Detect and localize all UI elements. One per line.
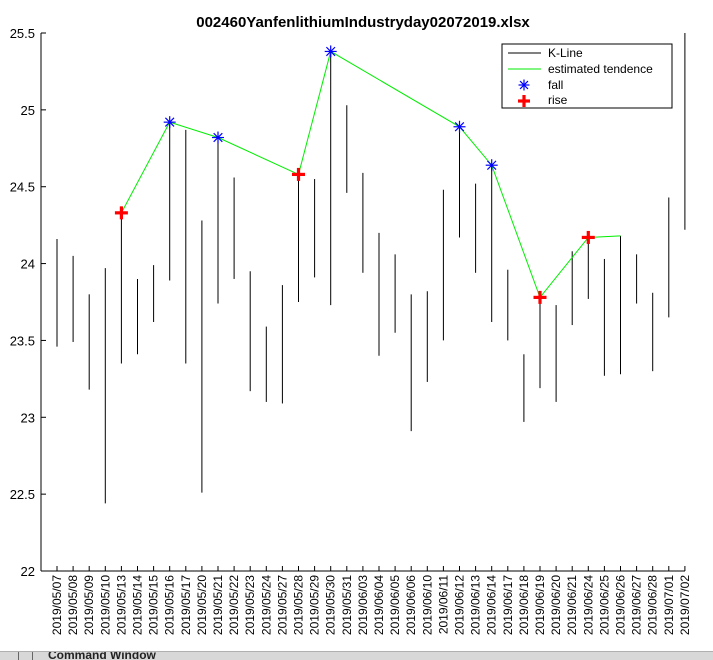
x-tick-label: 2019/06/25 bbox=[597, 575, 611, 635]
x-tick-labels: 2019/05/07 2019/05/08 2019/05/09 2019/05/10… bbox=[50, 575, 692, 635]
x-tick-label: 2019/06/21 bbox=[565, 575, 579, 635]
y-tick-label: 25 bbox=[21, 103, 35, 118]
x-tick-label: 2019/06/19 bbox=[533, 575, 547, 635]
x-tick-label: 2019/06/03 bbox=[356, 575, 370, 635]
x-tick-label: 2019/06/26 bbox=[614, 575, 628, 635]
y-tick-label: 23 bbox=[21, 410, 35, 425]
axes bbox=[40, 32, 686, 572]
rise-marker bbox=[114, 206, 128, 220]
y-tick-label: 23.5 bbox=[10, 333, 35, 348]
x-tick-label: 2019/05/08 bbox=[66, 575, 80, 635]
y-tick-labels: 22 22.5 23 23.5 24 24.5 25 25.5 bbox=[10, 26, 35, 579]
x-tick-label: 2019/06/10 bbox=[420, 575, 434, 635]
legend-fall-label: fall bbox=[548, 78, 563, 92]
x-tick-label: 2019/06/18 bbox=[517, 575, 531, 635]
bar-separator bbox=[18, 652, 19, 660]
x-tick-label: 2019/06/06 bbox=[404, 575, 418, 635]
x-tick-label: 2019/05/09 bbox=[82, 575, 96, 635]
command-window-label[interactable]: Command Window bbox=[48, 651, 156, 660]
x-tick-label: 2019/07/01 bbox=[662, 575, 676, 635]
rise-marker bbox=[518, 95, 530, 107]
legend-rise-marker bbox=[518, 95, 530, 107]
k-line-series bbox=[56, 33, 686, 504]
y-tick-label: 25.5 bbox=[10, 26, 35, 41]
fall-marker bbox=[485, 159, 498, 172]
legend-fall-marker bbox=[518, 79, 530, 91]
x-tick-label: 2019/06/12 bbox=[453, 575, 467, 635]
y-tick-label: 24 bbox=[21, 257, 35, 272]
x-tick-label: 2019/06/14 bbox=[485, 575, 499, 635]
y-tick-label: 22.5 bbox=[10, 487, 35, 502]
rise-marker bbox=[292, 167, 305, 181]
x-tick-label: 2019/05/28 bbox=[292, 575, 306, 635]
legend-box bbox=[501, 43, 673, 109]
x-tick-label: 2019/05/16 bbox=[163, 575, 177, 635]
x-tick-label: 2019/05/31 bbox=[340, 575, 354, 635]
x-tick-label: 2019/06/17 bbox=[501, 575, 515, 635]
x-tick-label: 2019/05/14 bbox=[131, 575, 145, 635]
fall-marker-stroke bbox=[486, 160, 497, 170]
y-tick-label: 24.5 bbox=[10, 180, 35, 195]
legend: K-Line estimated tendence fall rise bbox=[501, 43, 673, 109]
x-tick-label: 2019/05/24 bbox=[259, 575, 273, 635]
fall-marker-stroke bbox=[325, 46, 336, 57]
x-tick-label: 2019/05/29 bbox=[308, 575, 322, 635]
x-tick-label: 2019/06/05 bbox=[388, 575, 402, 635]
x-tick-label: 2019/06/11 bbox=[436, 575, 450, 634]
x-tick-label: 2019/06/24 bbox=[581, 575, 595, 635]
x-tick-label: 2019/05/23 bbox=[243, 575, 257, 635]
estimated-tendence-line bbox=[120, 50, 621, 299]
x-tick-label: 2019/06/27 bbox=[630, 575, 644, 635]
fall-marker-stroke bbox=[454, 122, 465, 132]
x-tick-label: 2019/05/30 bbox=[324, 575, 338, 635]
fall-marker bbox=[212, 131, 224, 144]
x-tick-label: 2019/05/15 bbox=[147, 575, 161, 635]
command-window-bar: Command Window bbox=[0, 651, 713, 660]
x-tick-label: 2019/06/28 bbox=[646, 575, 660, 635]
plot-area bbox=[41, 33, 685, 571]
x-tick-label: 2019/05/27 bbox=[275, 575, 289, 635]
x-tick-label: 2019/06/13 bbox=[469, 575, 483, 635]
x-tick-label: 2019/05/21 bbox=[211, 575, 225, 635]
x-tick-label: 2019/05/20 bbox=[195, 575, 209, 635]
fall-marker bbox=[324, 45, 337, 58]
rise-marker bbox=[581, 230, 595, 244]
fall-marker bbox=[453, 120, 466, 133]
legend-kline-label: K-Line bbox=[548, 46, 583, 60]
x-tick-label: 2019/06/20 bbox=[549, 575, 563, 635]
x-tick-label: 2019/07/02 bbox=[678, 575, 692, 635]
fall-marker bbox=[518, 79, 530, 91]
chart-title: 002460YanfenlithiumIndustryday02072019.x… bbox=[196, 14, 530, 31]
x-tick-label: 2019/05/13 bbox=[114, 575, 128, 635]
x-tick-label: 2019/05/17 bbox=[179, 575, 193, 635]
fall-marker-stroke bbox=[519, 80, 529, 90]
x-tick-label: 2019/06/04 bbox=[372, 575, 386, 635]
fall-marker-stroke bbox=[213, 132, 223, 143]
x-tick-label: 2019/05/22 bbox=[227, 575, 241, 635]
markers bbox=[114, 45, 595, 304]
y-tick-label: 22 bbox=[21, 564, 35, 579]
legend-rise-label: rise bbox=[548, 93, 568, 107]
x-tick-label: 2019/05/10 bbox=[98, 575, 112, 635]
fall-marker-stroke bbox=[164, 117, 175, 127]
rise-marker bbox=[533, 290, 547, 304]
x-tick-label: 2019/05/07 bbox=[50, 575, 64, 635]
bar-separator bbox=[32, 652, 33, 660]
legend-trend-label: estimated tendence bbox=[548, 62, 653, 76]
fall-marker bbox=[163, 116, 176, 129]
